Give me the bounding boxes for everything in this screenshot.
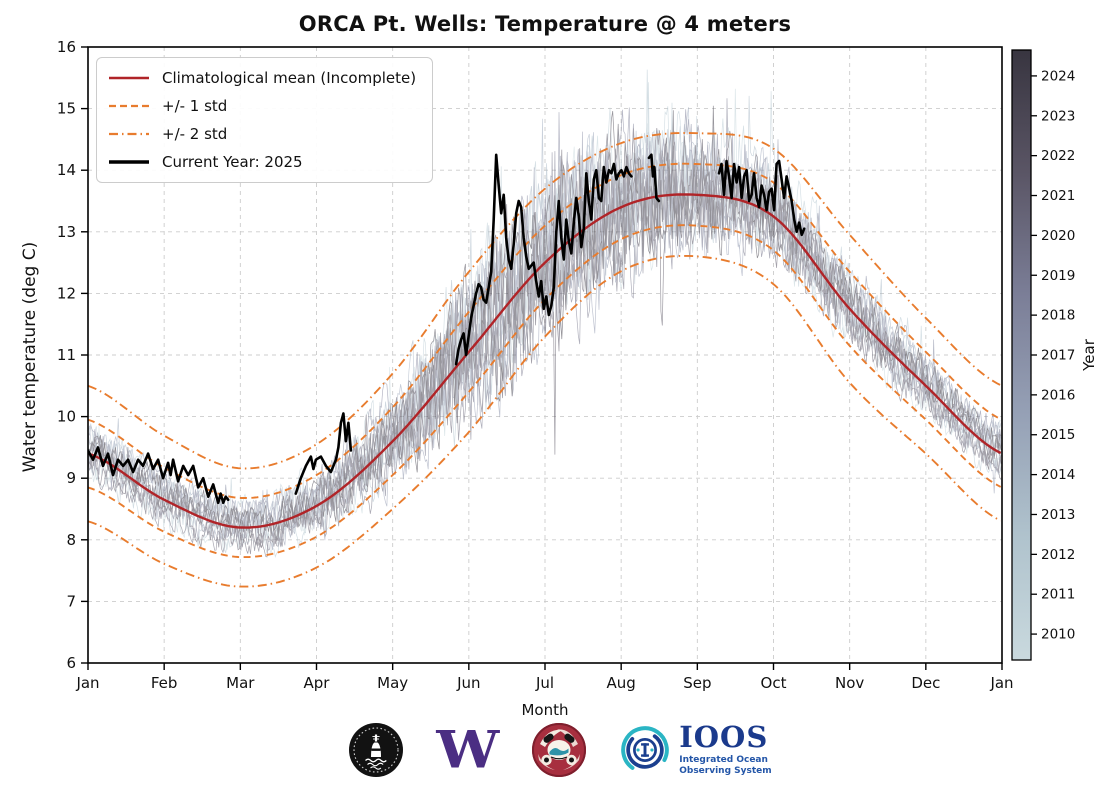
colorbar-tick-label: 2021 xyxy=(1041,188,1075,204)
x-tick-label: Oct xyxy=(761,674,787,692)
y-tick-label: 12 xyxy=(57,284,76,302)
legend-item: +/- 1 std xyxy=(109,95,416,117)
temperature-chart: Jan Feb Mar Apr May Jun Jul Aug Sep Oct Nov Dec Jan 6… xyxy=(57,38,1098,692)
legend-swatch-dashdot-orange xyxy=(109,132,149,136)
logo-row: W xyxy=(0,722,1120,778)
x-tick-label: Dec xyxy=(911,674,940,692)
axis-ticks: Jan Feb Mar Apr May Jun Jul Aug Sep Oct Nov Dec Jan 6… xyxy=(57,38,1014,692)
year-trace-2024 xyxy=(88,137,1002,534)
legend-item: Climatological mean (Incomplete) xyxy=(109,67,416,89)
colorbar-tick-label: 2015 xyxy=(1041,427,1075,443)
current-year-segment-4 xyxy=(647,153,661,203)
colorbar-tick-label: 2014 xyxy=(1041,467,1075,483)
x-tick-label: Sep xyxy=(683,674,711,692)
colorbar-tick-label: 2016 xyxy=(1041,387,1075,403)
climatological-mean-line xyxy=(88,193,1002,529)
legend-item: Current Year: 2025 xyxy=(109,151,416,173)
suquamish-tribe-logo xyxy=(532,723,587,777)
y-tick-label: 10 xyxy=(57,408,76,426)
colorbar-label: Year xyxy=(1080,338,1098,372)
x-tick-label: Mar xyxy=(226,674,255,692)
y-tick-label: 16 xyxy=(57,38,76,56)
colorbar-tick-label: 2024 xyxy=(1041,68,1075,84)
x-tick-label: Nov xyxy=(835,674,864,692)
current-year-segment-2 xyxy=(294,412,353,495)
ioos-logo: IOOS Integrated Ocean Observing System xyxy=(619,719,772,778)
colorbar-tick-label: 2013 xyxy=(1041,507,1075,523)
legend-swatch-solid-red xyxy=(109,76,149,80)
year-trace-2022 xyxy=(88,133,1002,548)
y-tick-label: 14 xyxy=(57,161,76,179)
x-tick-label: Jul xyxy=(535,674,554,692)
colorbar-tick-label: 2010 xyxy=(1041,627,1075,643)
ioos-subtitle: Integrated Ocean Observing System xyxy=(679,754,772,776)
colorbar-tick-label: 2012 xyxy=(1041,547,1075,563)
colorbar-tick-label: 2022 xyxy=(1041,148,1075,164)
x-tick-label: Apr xyxy=(304,674,331,692)
legend: Climatological mean (Incomplete) +/- 1 st… xyxy=(96,57,434,183)
colorbar-tick-label: 2019 xyxy=(1041,268,1075,284)
year-trace-2023 xyxy=(88,105,1002,541)
legend-label: Climatological mean (Incomplete) xyxy=(162,69,417,87)
y-tick-label: 13 xyxy=(57,223,76,241)
x-tick-label: Feb xyxy=(151,674,178,692)
y-tick-label: 11 xyxy=(57,346,76,364)
chart-title: ORCA Pt. Wells: Temperature @ 4 meters xyxy=(298,12,792,36)
legend-label: +/- 2 std xyxy=(162,125,228,143)
x-tick-label: Aug xyxy=(607,674,636,692)
orca-buoy-logo xyxy=(349,723,404,777)
y-tick-label: 8 xyxy=(66,531,76,549)
x-axis-label: Month xyxy=(521,701,569,719)
minus-2-std-line xyxy=(88,254,1002,588)
current-year-segment-1 xyxy=(88,446,230,505)
colorbar-tick-label: 2020 xyxy=(1041,228,1075,244)
y-tick-label: 15 xyxy=(57,100,76,118)
colorbar-tick-label: 2023 xyxy=(1041,108,1075,124)
ioos-acronym: IOOS xyxy=(679,719,769,754)
x-tick-label: May xyxy=(377,674,408,692)
ioos-logo-icon xyxy=(621,726,670,774)
x-tick-label: Jun xyxy=(456,674,480,692)
colorbar-tick-label: 2018 xyxy=(1041,308,1075,324)
plus-2-std-line xyxy=(88,132,1002,470)
year-colorbar: 2010 2011 2012 2013 2014 2015 2016 2017 2018 2019… xyxy=(1011,49,1098,661)
plus-1-std-line xyxy=(88,162,1002,499)
y-axis-label: Water temperature (deg C) xyxy=(20,241,40,473)
legend-item: +/- 2 std xyxy=(109,123,416,145)
legend-label: Current Year: 2025 xyxy=(162,153,303,171)
year-trace-2021 xyxy=(88,127,1002,558)
x-tick-label: Jan xyxy=(989,674,1013,692)
y-tick-label: 7 xyxy=(66,592,76,610)
current-year-segment-3 xyxy=(454,153,633,366)
y-tick-label: 9 xyxy=(66,469,76,487)
current-year-segment-5 xyxy=(717,159,806,237)
uw-logo: W xyxy=(436,719,500,781)
current-year-line xyxy=(88,153,806,505)
legend-label: +/- 1 std xyxy=(162,97,228,115)
legend-swatch-solid-black xyxy=(109,160,149,164)
legend-swatch-dashed-orange xyxy=(109,104,149,108)
colorbar-tick-label: 2011 xyxy=(1041,587,1075,603)
x-tick-label: Jan xyxy=(75,674,99,692)
y-tick-label: 6 xyxy=(66,654,76,672)
colorbar-tick-label: 2017 xyxy=(1041,348,1075,364)
